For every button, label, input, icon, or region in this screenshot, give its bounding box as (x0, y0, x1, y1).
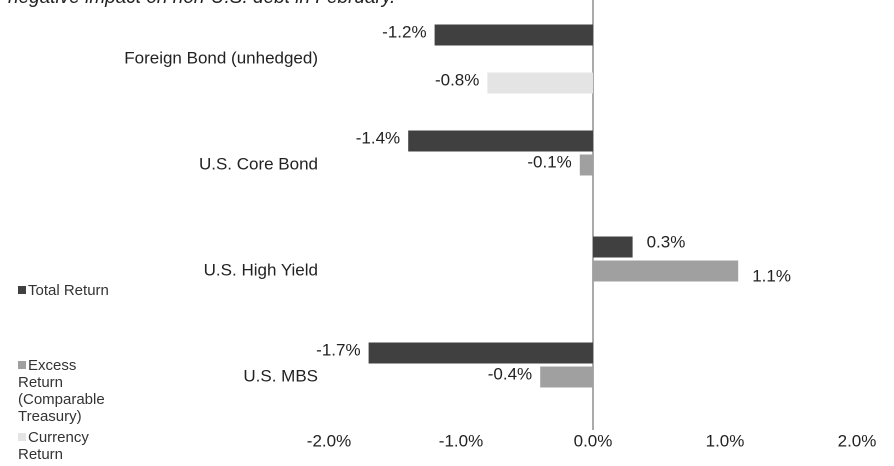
value-label: -0.8% (435, 70, 479, 89)
x-tick-label: -2.0% (307, 431, 351, 450)
legend-entry: Excess Return (Comparable Treasury) (18, 357, 118, 425)
bar (487, 72, 593, 94)
value-label: -1.7% (316, 340, 360, 359)
value-label: -1.2% (382, 22, 426, 41)
category-label: U.S. High Yield (204, 260, 318, 279)
legend-swatch (18, 361, 26, 369)
bar (408, 130, 593, 152)
legend-label: Currency Return (18, 429, 89, 463)
bar (540, 366, 593, 388)
category-label: Foreign Bond (unhedged) (124, 48, 318, 67)
value-label: -0.1% (527, 152, 571, 171)
category-label: U.S. MBS (243, 366, 318, 385)
bar (368, 342, 593, 364)
legend-label: Excess Return (Comparable Treasury) (18, 357, 105, 425)
bar (579, 154, 593, 176)
legend-swatch (18, 286, 26, 294)
bar (593, 260, 739, 282)
value-label: 0.3% (647, 232, 686, 251)
legend-label: Total Return (28, 282, 109, 299)
legend-entry: Currency Return (18, 429, 118, 463)
chart-title: negative impact on non-U.S. debt in Febr… (8, 0, 395, 8)
x-tick-label: -1.0% (439, 431, 483, 450)
legend-swatch (18, 433, 26, 441)
x-tick-label: 1.0% (706, 431, 745, 450)
category-label: U.S. Core Bond (199, 154, 318, 173)
value-label: -1.4% (356, 128, 400, 147)
x-tick-label: 0.0% (574, 431, 613, 450)
x-tick-label: 2.0% (838, 431, 877, 450)
value-label: -0.4% (488, 364, 532, 383)
bar (593, 236, 633, 258)
legend-entry: Total Return (18, 282, 118, 299)
value-label: 1.1% (752, 266, 791, 285)
bar (434, 24, 593, 46)
